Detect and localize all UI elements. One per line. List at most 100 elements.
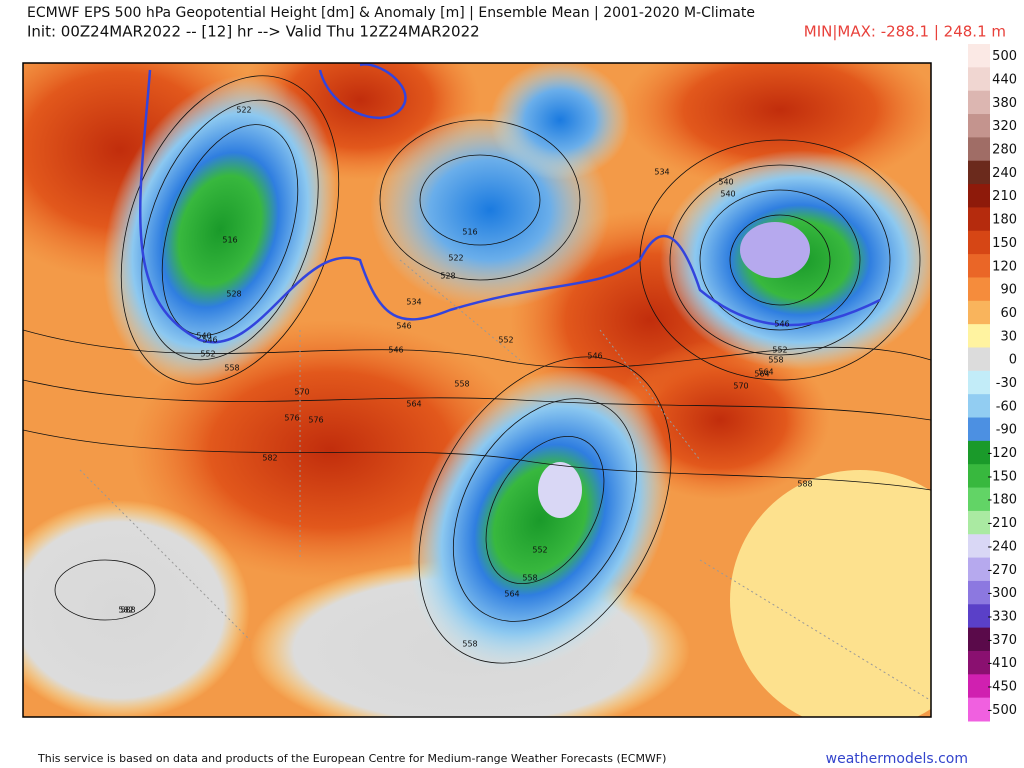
colorbar-label: 30	[1000, 329, 1017, 344]
contour-label: 564	[754, 370, 769, 379]
min-max: MIN|MAX: -288.1 | 248.1 m	[804, 23, 1006, 41]
colorbar-label: 380	[992, 96, 1017, 111]
contour-label: 546	[202, 336, 217, 345]
contour-label: 552	[498, 336, 513, 345]
contour-label: 552	[532, 546, 547, 555]
contour-label: 534	[654, 168, 669, 177]
colorbar-label: 280	[992, 143, 1017, 158]
colorbar-cell	[968, 370, 990, 395]
contour-label: 558	[462, 640, 477, 649]
colorbar-cell	[968, 674, 990, 699]
title: ECMWF EPS 500 hPa Geopotential Height [d…	[27, 5, 755, 21]
colorbar: 500 440 380 320 280 240 210 180 150 120 90 60 30 0 -30…	[968, 44, 1017, 722]
contour-label: 564	[406, 400, 421, 409]
colorbar-label: 240	[992, 166, 1017, 181]
colorbar-cell	[968, 67, 990, 92]
colorbar-cell	[968, 137, 990, 162]
contour-label: 546	[587, 352, 602, 361]
contour-label: 546	[774, 320, 789, 329]
colorbar-cell	[968, 277, 990, 302]
colorbar-cell	[968, 580, 990, 605]
colorbar-cell	[968, 324, 990, 348]
colorbar-cell	[968, 184, 990, 208]
contour-label: 540	[196, 332, 211, 341]
colorbar-label: -180	[987, 493, 1017, 508]
contour-label: 528	[440, 272, 455, 281]
colorbar-label: -330	[987, 609, 1017, 624]
colorbar-cell	[968, 160, 990, 185]
colorbar-cell	[968, 510, 990, 535]
contour-label: 558	[768, 356, 783, 365]
colorbar-cell	[968, 114, 990, 138]
colorbar-cell	[968, 230, 990, 255]
contour-label: 522	[448, 254, 463, 263]
contour-label: 540	[720, 190, 735, 199]
colorbar-label: 320	[992, 119, 1017, 134]
colorbar-cell	[968, 650, 990, 675]
colorbar-cell	[968, 90, 990, 115]
map: 5225165285405465525585345405465525585645…	[23, 63, 931, 717]
contour-label: 582	[118, 606, 133, 615]
contour-label: 522	[236, 106, 251, 115]
colorbar-label: 60	[1000, 306, 1017, 321]
colorbar-cell	[968, 464, 990, 489]
colorbar-label: 500	[992, 49, 1017, 64]
credit: This service is based on data and produc…	[37, 752, 666, 765]
colorbar-label: 120	[992, 259, 1017, 274]
colorbar-cell	[968, 207, 990, 232]
site-link[interactable]: weathermodels.com	[826, 751, 968, 767]
contour-label: 516	[462, 228, 477, 237]
contour-label: 516	[222, 236, 237, 245]
colorbar-cell	[968, 557, 990, 582]
colorbar-cell	[968, 627, 990, 652]
colorbar-label: -90	[996, 423, 1017, 438]
colorbar-label: 90	[1000, 283, 1017, 298]
colorbar-label: -240	[987, 539, 1017, 554]
contour-label: 570	[733, 382, 748, 391]
map-frame	[22, 62, 932, 718]
contour-label: 588	[120, 606, 135, 615]
colorbar-label: -300	[987, 586, 1017, 601]
contour-label: 582	[262, 454, 277, 463]
contour-label: 558	[454, 380, 469, 389]
colorbar-label: 440	[992, 73, 1017, 88]
contour-label: 558	[522, 574, 537, 583]
colorbar-label: -500	[987, 703, 1017, 718]
colorbar-label: -210	[987, 516, 1017, 531]
colorbar-cell	[968, 394, 990, 419]
colorbar-label: 0	[1009, 353, 1017, 368]
contour-label: 528	[226, 290, 241, 299]
contour-label: 546	[388, 346, 403, 355]
colorbar-cell	[968, 534, 990, 559]
colorbar-cell	[968, 604, 990, 629]
colorbar-cell	[968, 347, 990, 372]
colorbar-label: -410	[987, 656, 1017, 671]
contour-label: 546	[396, 322, 411, 331]
contour-label: 552	[200, 350, 215, 359]
colorbar-label: -270	[987, 563, 1017, 578]
contour-label: 576	[308, 416, 323, 425]
subtitle: Init: 00Z24MAR2022 -- [12] hr --> Valid …	[27, 23, 480, 41]
contour-label: 552	[772, 346, 787, 355]
colorbar-label: 210	[992, 189, 1017, 204]
colorbar-label: -30	[996, 376, 1017, 391]
colorbar-label: -370	[987, 633, 1017, 648]
colorbar-cell	[968, 487, 990, 512]
contour-label: 588	[797, 480, 812, 489]
colorbar-cell	[968, 697, 990, 722]
contour-label: 540	[718, 178, 733, 187]
colorbar-label: -150	[987, 469, 1017, 484]
contour-label: 534	[406, 298, 421, 307]
colorbar-cell	[968, 44, 990, 68]
contour-label: 570	[294, 388, 309, 397]
colorbar-label: 180	[992, 213, 1017, 228]
colorbar-cell	[968, 440, 990, 465]
colorbar-label: -450	[987, 679, 1017, 694]
contour-label: 576	[284, 414, 299, 423]
contour-label: 564	[758, 368, 773, 377]
contour-label: 558	[224, 364, 239, 373]
contour-label: 564	[504, 590, 519, 599]
colorbar-cell	[968, 300, 990, 325]
colorbar-label: -120	[987, 446, 1017, 461]
